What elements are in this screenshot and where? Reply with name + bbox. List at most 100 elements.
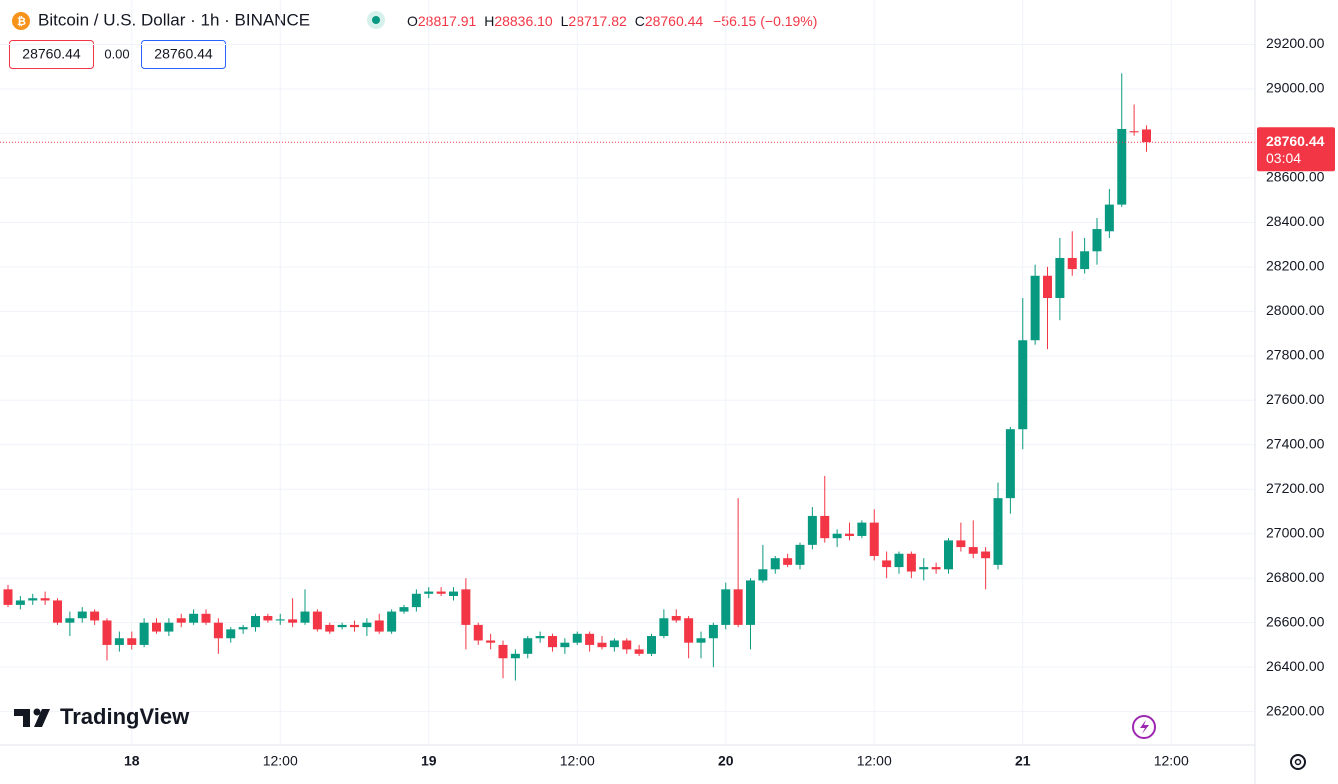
- candle-body: [523, 638, 533, 654]
- btc-symbol: ₿: [17, 16, 26, 28]
- candle-body: [981, 551, 991, 559]
- x-tick-label: 12:00: [857, 753, 892, 769]
- settings-icon-center: [1294, 758, 1302, 766]
- symbol-title: Bitcoin / U.S. Dollar · 1h · BINANCE: [38, 10, 310, 29]
- candle-body: [560, 642, 570, 648]
- candle-body: [993, 498, 1003, 565]
- last-price-box: [1257, 127, 1335, 172]
- ohlc-legend: O28817.91 H28836.10 L28717.82 C28760.44 …: [407, 13, 817, 29]
- candle-body: [1080, 251, 1090, 270]
- candle-body: [919, 567, 929, 570]
- y-tick-label: 26600.00: [1266, 613, 1325, 629]
- candle-body: [906, 553, 916, 572]
- legend-close: 28760.44: [645, 13, 704, 29]
- candle-body: [312, 611, 322, 630]
- candle-body: [944, 540, 953, 570]
- x-tick-label: 18: [124, 753, 140, 769]
- candle-body: [3, 589, 13, 605]
- last-price-label: 28760.44: [1266, 133, 1325, 149]
- y-tick-label: 28600.00: [1266, 169, 1325, 185]
- candle-body: [869, 522, 879, 556]
- candle-body: [956, 540, 966, 548]
- candle-body: [424, 591, 434, 594]
- sell-box[interactable]: [9, 40, 94, 69]
- candle-body: [28, 598, 38, 601]
- candle-body: [634, 649, 644, 654]
- x-tick-label: 12:00: [1154, 753, 1189, 769]
- candle-body: [164, 622, 174, 632]
- x-tick-label: 19: [421, 753, 437, 769]
- candle-body: [152, 622, 161, 632]
- candle-body: [585, 633, 595, 645]
- y-tick-label: 27600.00: [1266, 391, 1325, 407]
- candle-body: [300, 611, 310, 623]
- brand-logo-dot: [33, 708, 41, 716]
- buy-box[interactable]: [141, 40, 226, 69]
- candle-body: [1129, 131, 1139, 133]
- candle-body: [189, 613, 199, 623]
- y-tick-label: 28400.00: [1266, 213, 1325, 229]
- candle-body: [325, 624, 335, 632]
- y-tick-label: 26400.00: [1266, 658, 1325, 674]
- candle-body: [139, 622, 149, 645]
- candle-body: [77, 611, 87, 619]
- candle-body: [696, 638, 706, 643]
- brand: TradingView: [14, 704, 190, 729]
- candle-body: [498, 644, 508, 659]
- countdown: 03:04: [1266, 150, 1301, 166]
- candle-body: [90, 611, 100, 621]
- candle-body: [820, 515, 830, 539]
- settings-icon[interactable]: [1290, 754, 1306, 770]
- candle-body: [968, 547, 978, 554]
- candle-body: [53, 600, 62, 623]
- candle-body: [449, 591, 458, 596]
- candle-body: [473, 624, 483, 641]
- candle-body: [807, 515, 817, 545]
- y-tick-label: 27200.00: [1266, 480, 1325, 496]
- candle-body: [535, 636, 545, 639]
- candle-body: [1117, 128, 1127, 205]
- candle-body: [387, 611, 397, 632]
- candle-body: [548, 636, 557, 648]
- legend-o: O: [407, 13, 418, 29]
- candle-body: [1092, 229, 1102, 252]
- lightning-icon[interactable]: [1132, 715, 1156, 739]
- candle-body: [758, 569, 768, 581]
- x-tick-label: 21: [1015, 753, 1031, 769]
- y-tick-label: 26200.00: [1266, 702, 1325, 718]
- candle-body: [288, 619, 298, 623]
- candle-body: [201, 613, 211, 623]
- legend-change: −56.15 (−0.19%): [713, 13, 817, 29]
- candle-body: [65, 618, 75, 623]
- btc-icon: [12, 12, 30, 30]
- sell-price: 28760.44: [22, 46, 81, 62]
- candle-body: [275, 619, 285, 621]
- header: ₿ Bitcoin / U.S. Dollar · 1h · BINANCE O…: [9, 10, 817, 69]
- candle-body: [461, 589, 471, 625]
- candle-body: [1067, 257, 1077, 270]
- candle-body: [399, 607, 409, 612]
- candle-body: [510, 653, 520, 659]
- candle-body: [783, 558, 793, 565]
- candle-body: [894, 553, 904, 568]
- candle-body: [708, 624, 718, 639]
- x-tick-label: 12:00: [263, 753, 298, 769]
- candle-body: [436, 591, 446, 594]
- lightning-bolt: [1140, 720, 1149, 734]
- brand-logo: [14, 709, 50, 727]
- candle-body: [1005, 429, 1015, 499]
- candle-body: [721, 589, 731, 625]
- candle-body: [931, 567, 941, 570]
- candle-body: [15, 600, 25, 605]
- y-tick-label: 27400.00: [1266, 435, 1325, 451]
- buy-price: 28760.44: [154, 46, 213, 62]
- candle-body: [114, 638, 124, 645]
- legend-low: 28717.82: [568, 13, 627, 29]
- candle-body: [40, 598, 50, 601]
- candle-body: [102, 620, 112, 645]
- candle-body: [1104, 204, 1114, 232]
- legend-open: 28817.91: [418, 13, 477, 29]
- x-tick-label: 20: [718, 753, 734, 769]
- y-tick-label: 27000.00: [1266, 524, 1325, 540]
